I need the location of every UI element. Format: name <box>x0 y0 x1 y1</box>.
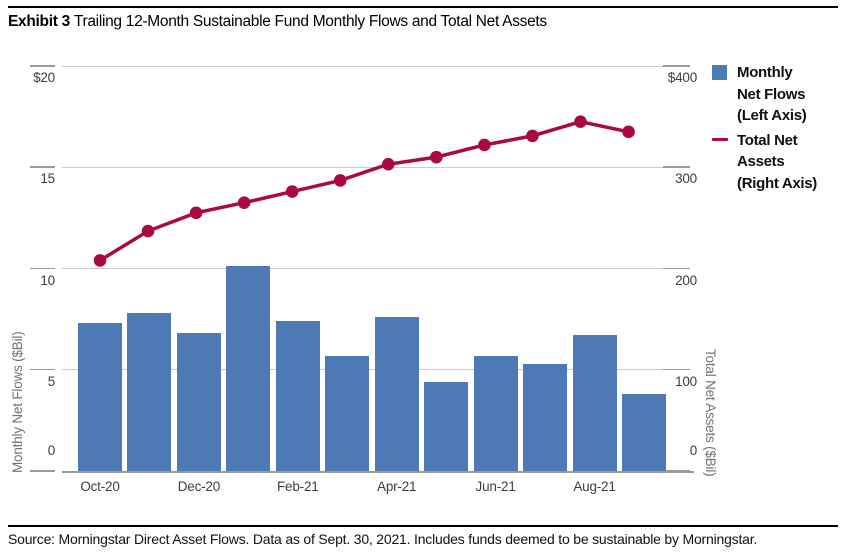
point-jun-21 <box>478 138 491 152</box>
right-axis-tick <box>663 65 690 67</box>
bar-oct-20 <box>78 323 122 471</box>
bottom-rule <box>8 525 838 527</box>
exhibit-title-text: Trailing 12-Month Sustainable Fund Month… <box>73 13 547 30</box>
right-axis-tick-label: 0 <box>689 443 698 458</box>
legend-marker-col <box>712 130 737 141</box>
point-aug-21 <box>574 115 587 128</box>
bar-feb-21 <box>275 321 320 471</box>
exhibit-title: Exhibit 3 Trailing 12-Month Sustainable F… <box>8 13 547 31</box>
point-sep-21 <box>622 125 635 139</box>
gridline <box>62 65 665 67</box>
left-axis-tick-label: $20 <box>33 70 55 85</box>
point-jul-21 <box>526 129 539 143</box>
x-tick-label-aug-21: Aug-21 <box>573 479 616 494</box>
point-dec-20 <box>189 206 203 220</box>
point-apr-21 <box>382 157 395 171</box>
point-may-21 <box>430 150 443 164</box>
x-tick-label-oct-20: Oct-20 <box>80 479 120 494</box>
left-axis-tick <box>30 267 55 269</box>
right-axis-tick-label: 200 <box>675 272 697 288</box>
bar-aug-21 <box>572 335 617 471</box>
point-jan-21 <box>237 196 251 209</box>
legend-label-total-net-assets: Total Net Assets (Right Axis) <box>737 131 818 192</box>
legend-item-monthly-net-flows: Monthly Net Flows (Left Axis) <box>712 62 837 127</box>
x-tick-label-feb-21: Feb-21 <box>277 479 319 494</box>
top-rule <box>8 6 838 8</box>
point-mar-21 <box>333 174 347 187</box>
legend-marker-col <box>712 62 737 80</box>
left-axis-tick <box>30 65 55 67</box>
line-path <box>99 119 629 262</box>
right-axis-title: Total Net Assets ($Bil) <box>703 349 718 477</box>
legend-item-total-net-assets: Total Net Assets (Right Axis) <box>712 130 837 195</box>
right-axis-tick-label: 100 <box>675 373 697 389</box>
gridline <box>62 268 665 269</box>
left-axis-tick <box>30 166 55 168</box>
bar-jan-21 <box>226 266 271 471</box>
point-oct-20 <box>93 254 107 267</box>
bar-jun-21 <box>473 355 518 471</box>
left-axis-tick-label: 0 <box>47 443 56 458</box>
x-axis-baseline <box>62 471 694 473</box>
x-tick-label-apr-21: Apr-21 <box>377 479 417 494</box>
left-axis-title: Monthly Net Flows ($Bil) <box>10 331 25 473</box>
point-nov-20 <box>141 224 155 238</box>
legend-label-monthly-net-flows: Monthly Net Flows (Left Axis) <box>737 64 807 124</box>
bar-may-21 <box>424 381 469 471</box>
left-axis-tick <box>30 470 55 472</box>
right-axis-tick <box>663 166 690 168</box>
right-axis-tick <box>663 368 690 371</box>
right-axis-tick <box>663 470 690 472</box>
bar-nov-20 <box>127 313 172 471</box>
right-axis-tick-label: $400 <box>667 70 697 85</box>
left-axis-tick-label: 15 <box>40 171 55 187</box>
left-axis-tick-label: 10 <box>40 272 55 288</box>
left-axis-tick-label: 5 <box>47 373 56 389</box>
source-note: Source: Morningstar Direct Asset Flows. … <box>8 531 758 547</box>
bar-jul-21 <box>523 363 568 471</box>
bar-sep-21 <box>621 394 666 471</box>
line-series-dash-icon <box>712 137 728 141</box>
point-feb-21 <box>285 185 299 198</box>
bar-series-swatch-icon <box>712 65 727 80</box>
x-tick-label-dec-20: Dec-20 <box>177 479 221 494</box>
x-tick-label-jun-21: Jun-21 <box>475 479 516 494</box>
gridline <box>62 166 665 168</box>
exhibit-number-label: Exhibit 3 <box>8 13 70 30</box>
bar-dec-20 <box>176 333 221 471</box>
right-axis-tick-label: 300 <box>675 171 697 187</box>
right-axis-tick <box>663 267 690 269</box>
bar-mar-21 <box>325 355 370 471</box>
total-net-assets-line <box>93 115 635 267</box>
left-axis-tick <box>30 368 55 371</box>
legend: Monthly Net Flows (Left Axis) Total Net … <box>712 62 837 197</box>
bar-apr-21 <box>374 317 419 471</box>
